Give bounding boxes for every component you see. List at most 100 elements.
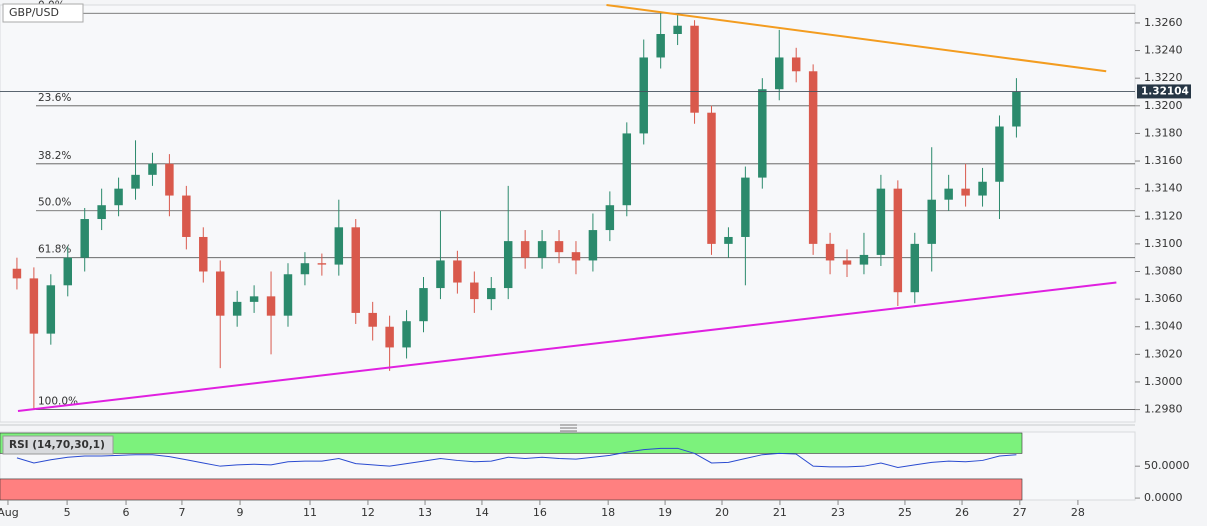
last-price-label: 1.32104 (1141, 85, 1189, 97)
overbought-zone (0, 432, 1023, 454)
y-tick-label: 50.0000 (1144, 459, 1190, 472)
candle-body (334, 227, 344, 265)
y-tick-label: 1.3140 (1144, 182, 1183, 195)
x-tick-label: 18 (601, 506, 615, 519)
y-tick-label: 1.3020 (1144, 347, 1183, 360)
candle-body (537, 241, 547, 258)
legend-label: RSI (14,70,30,1) (9, 439, 105, 451)
candle-body (63, 257, 72, 286)
x-tick-label: 26 (955, 506, 969, 519)
candle-body (808, 71, 818, 244)
x-tick-label: 16 (533, 506, 547, 519)
y-tick-label: 1.3080 (1144, 264, 1183, 277)
candle-body (385, 326, 394, 348)
candle-body (470, 282, 479, 300)
price-panel (0, 4, 1136, 423)
candle-body (995, 126, 1004, 182)
candle-body (317, 263, 327, 265)
candle-body (114, 188, 123, 206)
y-tick-label: 1.3040 (1144, 320, 1183, 333)
x-tick-label: 19 (658, 506, 672, 519)
rsi-layer: 0.0000 50.0000 Aug 5 6 7 9 11 12 13 14 16 18 19 20 21 23… (0, 432, 1190, 519)
rsi-line (16, 447, 1017, 468)
y-tick-label: 1.3200 (1144, 99, 1183, 112)
candle-body (402, 321, 411, 348)
splitter-handle (560, 424, 577, 432)
candle-body (148, 163, 157, 175)
candle-body (656, 33, 665, 58)
candle-body (249, 296, 259, 302)
candle-body (97, 205, 106, 220)
y-tick-label: 1.3000 (1144, 375, 1183, 388)
candle-body (199, 236, 208, 272)
x-tick-label: 27 (1013, 506, 1027, 519)
x-tick-label: 23 (831, 506, 845, 519)
candle-body (758, 89, 767, 178)
y-tick-label: 1.3060 (1144, 292, 1183, 305)
candle-body (588, 230, 598, 261)
candle-body (436, 260, 445, 289)
x-tick-label: 12 (361, 506, 375, 519)
candle-body (29, 278, 39, 334)
candle-body (622, 133, 632, 206)
candle-body (910, 243, 920, 293)
candle-body (215, 271, 225, 316)
fib-label: 50.0% (38, 197, 71, 209)
chart-title: GBP/USD (9, 6, 59, 19)
x-tick-label: 11 (303, 506, 317, 519)
candle-body (690, 25, 699, 113)
candle-body (927, 199, 936, 244)
candle-body (80, 219, 89, 258)
y-tick-label: 0.0000 (1144, 491, 1183, 504)
x-tick-label: 25 (898, 506, 912, 519)
x-tick-label: 21 (773, 506, 787, 519)
candle-body (1012, 91, 1021, 127)
last-price-box (1137, 84, 1191, 99)
candle-body (266, 296, 276, 316)
y-tick-label: 1.3180 (1144, 126, 1183, 139)
y-tick-label: 1.3100 (1144, 237, 1183, 250)
candle-body (453, 260, 462, 283)
y-tick-label: 1.3260 (1144, 16, 1183, 29)
trendline (606, 4, 1107, 73)
y-tick-label: 1.3220 (1144, 71, 1183, 84)
candle-body (503, 241, 513, 289)
candle-body (893, 188, 903, 293)
candle-body (791, 57, 801, 72)
candle-body (554, 241, 564, 253)
candle-body (131, 174, 140, 189)
candle-body (419, 288, 428, 322)
x-tick-label: 5 (64, 506, 71, 519)
candle-body (12, 268, 22, 279)
candle-body (842, 260, 852, 265)
candle-body (673, 25, 682, 34)
candle-body (775, 57, 784, 90)
candle-body (232, 301, 242, 316)
fib-label: 38.2% (38, 150, 71, 162)
x-tick-label: 14 (475, 506, 489, 519)
x-tick-label: 13 (418, 506, 432, 519)
fib-label: 23.6% (38, 92, 71, 104)
candle-body (487, 288, 496, 300)
title-box (2, 3, 84, 23)
candle-body (368, 312, 377, 327)
x-tick-label: 9 (237, 506, 244, 519)
candle-body (300, 263, 310, 275)
x-tick-label: Aug (0, 506, 19, 519)
oversold-zone (0, 478, 1023, 501)
candle-body (571, 252, 581, 261)
candle-body (961, 188, 970, 196)
candle-body (876, 188, 886, 255)
candle-body (944, 188, 953, 200)
candle-body (639, 57, 648, 134)
y-tick-label: 1.2980 (1144, 403, 1183, 416)
x-tick-label: 7 (178, 506, 185, 519)
x-tick-label: 20 (715, 506, 729, 519)
candle-body (978, 181, 987, 196)
candle-body (46, 285, 56, 334)
x-tick-label: 6 (123, 506, 130, 519)
candle-body (165, 163, 174, 196)
candle-body (520, 241, 530, 258)
